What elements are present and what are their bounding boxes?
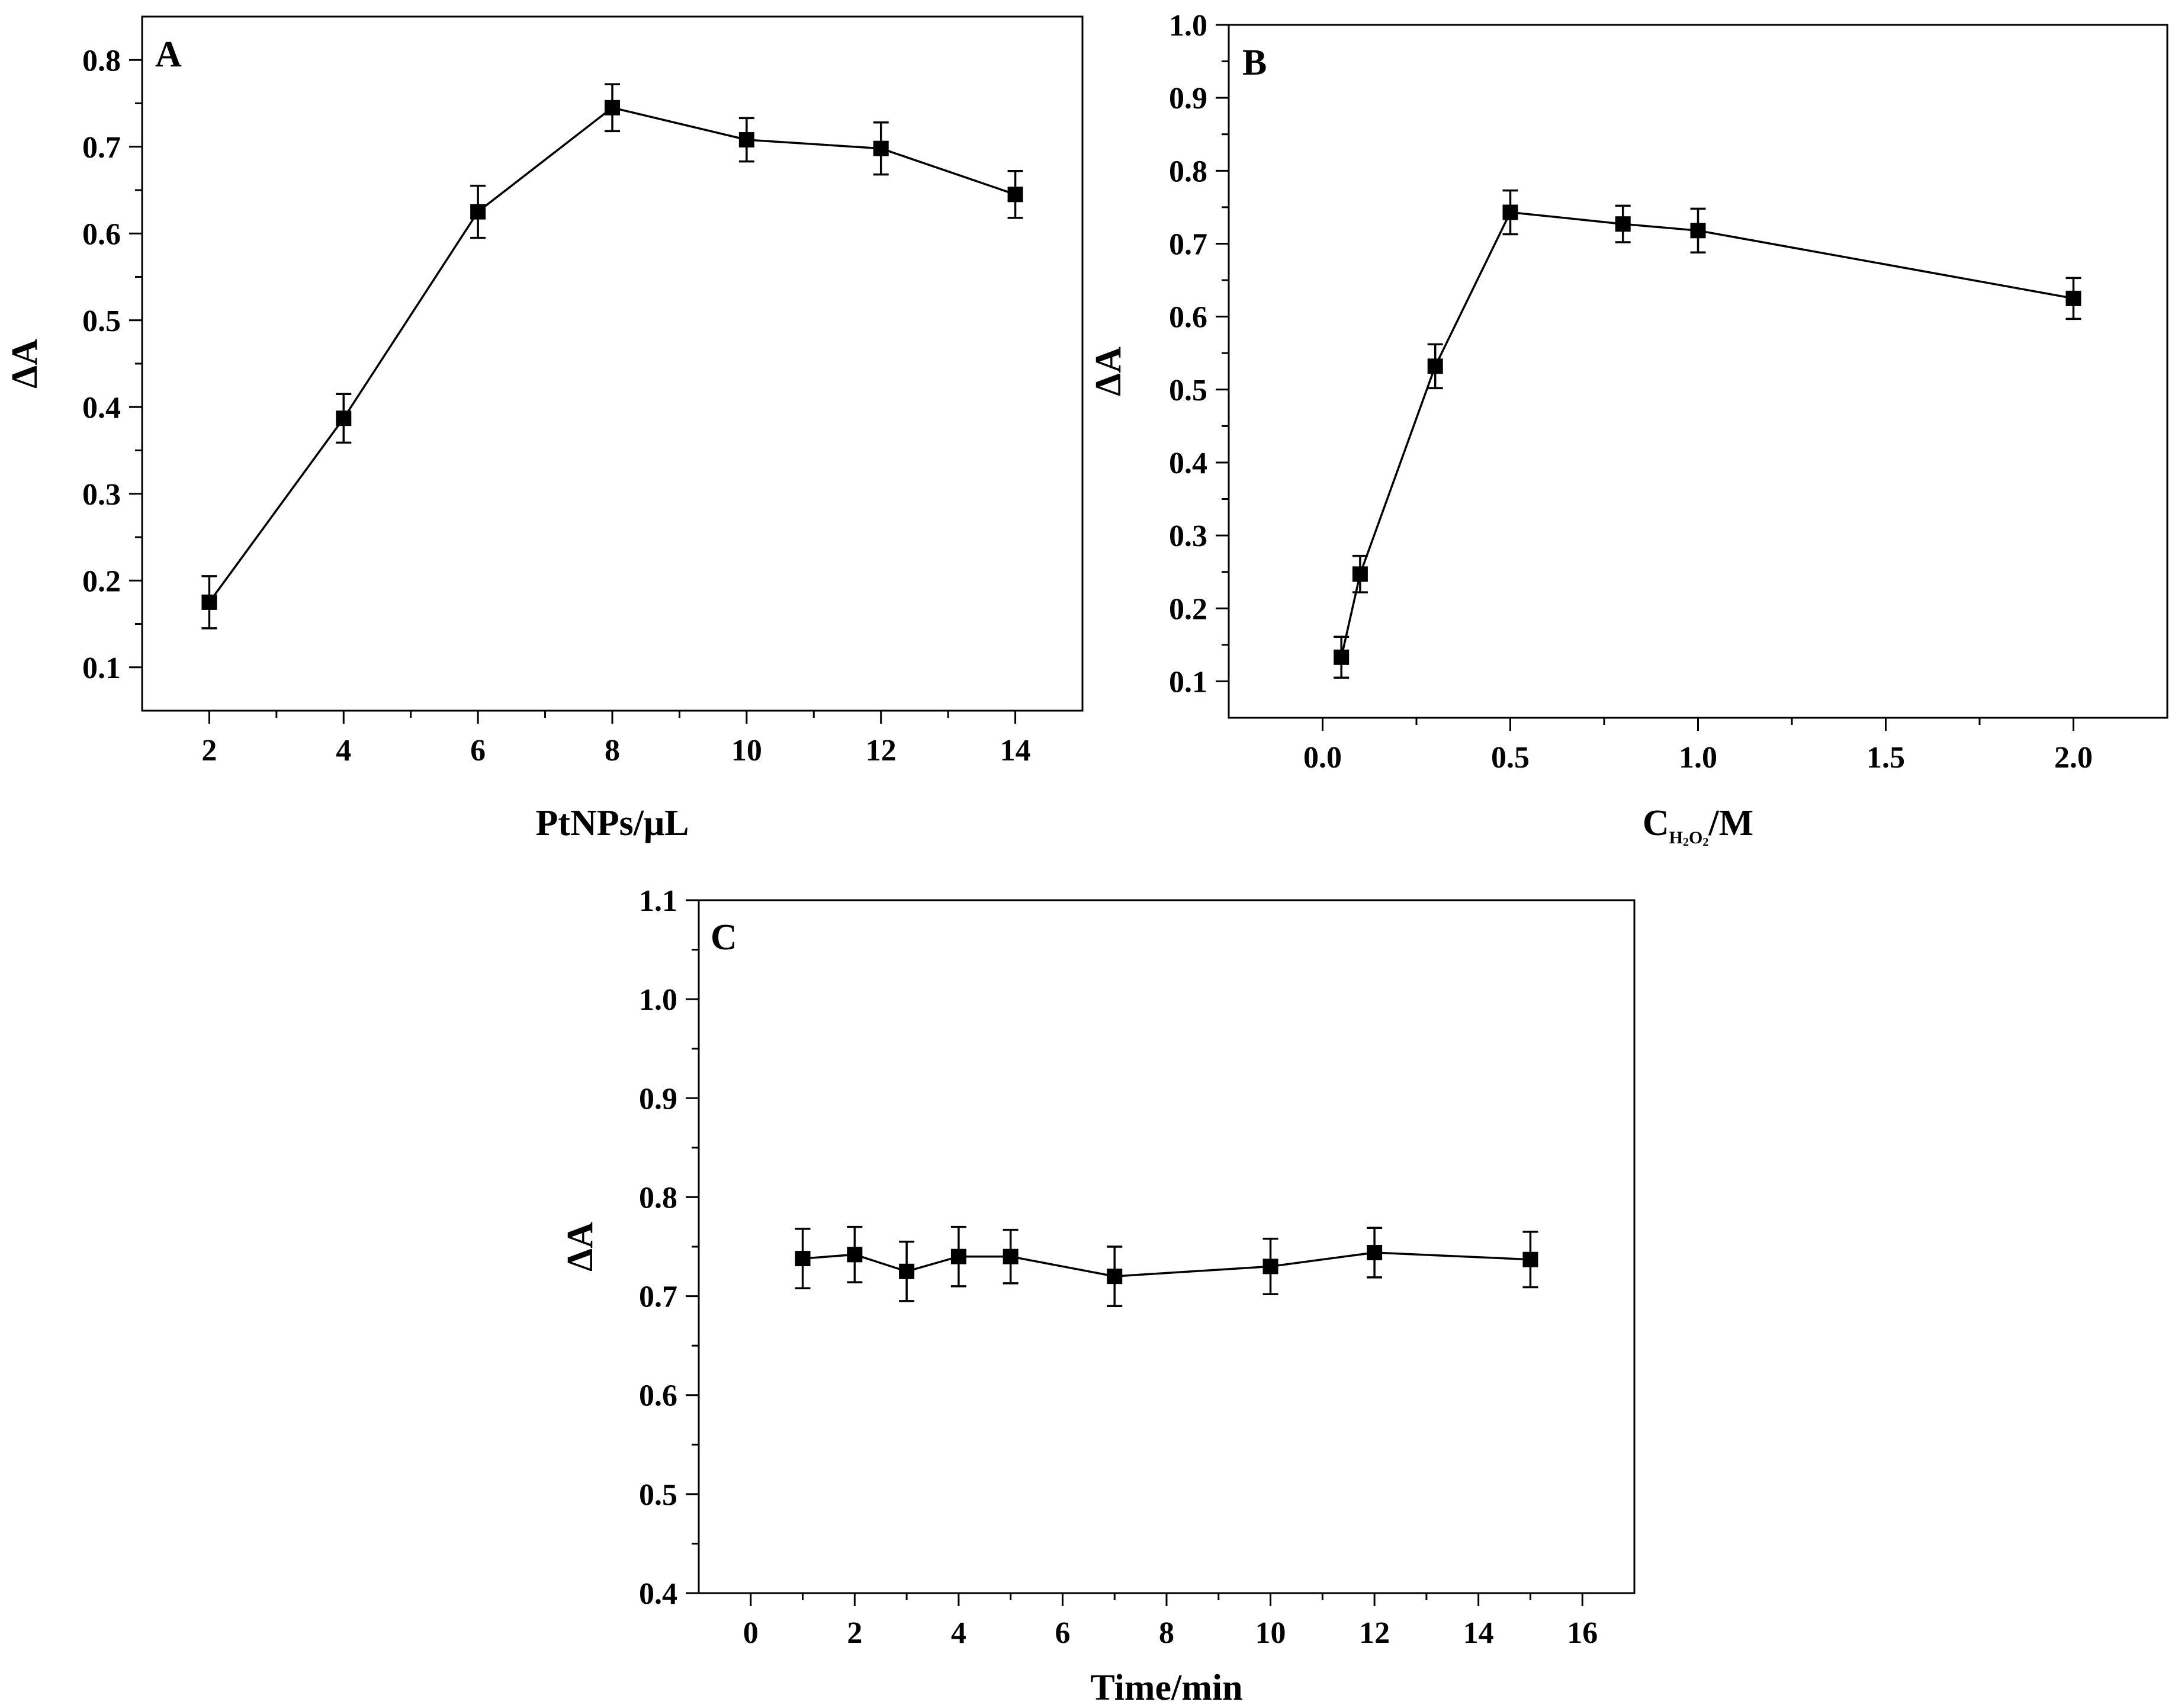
data-point <box>1690 223 1706 239</box>
x-tick-label: 16 <box>1567 1616 1598 1650</box>
plot-frame <box>1228 24 2168 719</box>
y-tick-label: 0.7 <box>1169 227 1207 261</box>
data-point <box>1502 204 1518 220</box>
y-axis-label: ΔA <box>1088 346 1129 396</box>
y-tick-label: 0.6 <box>82 217 121 251</box>
data-point <box>1334 649 1350 665</box>
chart-panel-a: 2 4 6 8 10 12 14 0.1 0.2 0.3 0.4 0.5 0.6 0.7 0.8 A ΔA PtN… <box>5 15 1084 843</box>
data-point <box>795 1251 811 1267</box>
y-tick-label: 0.6 <box>1169 301 1207 335</box>
y-tick-label: 0.2 <box>82 564 121 598</box>
panel-label: C <box>711 917 737 958</box>
x-tick-label: 14 <box>1463 1616 1494 1650</box>
x-tick-label: 12 <box>866 734 897 768</box>
data-point <box>899 1263 915 1279</box>
x-axis-label-part: 2 <box>1702 836 1708 849</box>
y-tick-label: 0.5 <box>639 1478 677 1512</box>
y-tick-label: 0.9 <box>639 1082 677 1116</box>
y-tick-label: 0.8 <box>639 1181 677 1215</box>
panel-label: B <box>1242 43 1267 83</box>
x-tick-label: 6 <box>470 734 486 768</box>
y-tick-label: 0.7 <box>639 1280 677 1314</box>
x-tick-label: 2 <box>201 734 217 768</box>
y-tick-label: 0.7 <box>82 131 121 165</box>
y-tick-label: 0.4 <box>1169 447 1207 480</box>
data-point <box>1003 1248 1019 1264</box>
y-tick-label: 0.2 <box>1169 592 1207 626</box>
data-point <box>1007 187 1023 203</box>
y-tick-label: 0.8 <box>82 44 121 78</box>
x-axis-label-part: 2 <box>1683 836 1689 849</box>
y-tick-label: 0.4 <box>82 391 121 425</box>
x-tick-label: 8 <box>605 734 620 768</box>
x-tick-label: 6 <box>1055 1616 1070 1650</box>
x-tick-label: 14 <box>1000 734 1031 768</box>
x-tick-label: 2 <box>847 1616 862 1650</box>
x-axis-label: Time/min <box>1090 1668 1242 1708</box>
y-tick-label: 0.5 <box>1169 374 1207 407</box>
data-point <box>1615 216 1631 232</box>
y-tick-label: 0.9 <box>1169 82 1207 115</box>
x-tick-label: 0.5 <box>1491 741 1530 775</box>
x-tick-label: 12 <box>1359 1616 1390 1650</box>
plot-frame <box>698 899 1636 1594</box>
data-point <box>1352 566 1368 582</box>
data-point <box>605 99 620 115</box>
data-point <box>1367 1245 1383 1261</box>
y-tick-label: 0.1 <box>82 651 121 685</box>
x-tick-label: 10 <box>1255 1616 1286 1650</box>
x-axis-label-part: H <box>1669 828 1683 847</box>
y-tick-label: 1.1 <box>639 884 677 918</box>
data-point <box>950 1248 966 1264</box>
series-line <box>208 106 1016 603</box>
y-tick-label: 0.8 <box>1169 155 1207 188</box>
x-tick-label: 4 <box>951 1616 966 1650</box>
chart-panel-b: 0.0 0.5 1.0 1.5 2.0 0.1 0.2 0.3 0.4 0.5 0.6 0.7 0.8 0… <box>1088 9 2168 849</box>
x-axis-label: CH2O2/M <box>1643 803 1753 849</box>
x-tick-label: 1.0 <box>1679 741 1717 775</box>
y-axis-label: ΔA <box>5 339 45 389</box>
y-tick-label: 0.5 <box>82 304 121 338</box>
x-axis-label: PtNPs/μL <box>535 803 689 843</box>
y-tick-label: 0.4 <box>639 1577 677 1611</box>
data-point <box>873 140 889 156</box>
x-tick-label: 8 <box>1159 1616 1174 1650</box>
x-tick-label: 4 <box>336 734 351 768</box>
data-point <box>1107 1269 1123 1285</box>
data-point <box>470 204 486 220</box>
y-tick-label: 0.3 <box>82 478 121 512</box>
x-tick-label: 0.0 <box>1303 741 1342 775</box>
series-line <box>1340 211 2074 658</box>
data-point <box>1262 1258 1278 1274</box>
data-point <box>2065 290 2081 306</box>
y-tick-label: 0.6 <box>639 1379 677 1413</box>
x-tick-label: 2.0 <box>2054 741 2093 775</box>
y-tick-label: 1.0 <box>1169 9 1207 43</box>
data-point <box>201 594 217 610</box>
data-point <box>1522 1251 1538 1267</box>
data-point <box>738 132 754 148</box>
y-tick-label: 1.0 <box>639 983 677 1017</box>
x-axis-label-part: C <box>1643 803 1669 843</box>
y-tick-label: 0.3 <box>1169 519 1207 553</box>
data-point <box>1427 358 1443 374</box>
y-axis-label: ΔA <box>560 1222 600 1272</box>
x-tick-label: 10 <box>731 734 762 768</box>
data-point <box>336 410 352 426</box>
x-axis-label-part: O <box>1689 828 1702 847</box>
x-tick-label: 0 <box>743 1616 759 1650</box>
panel-label: A <box>155 34 182 75</box>
x-tick-label: 1.5 <box>1866 741 1905 775</box>
data-point <box>847 1247 863 1263</box>
x-axis-label-part: /M <box>1708 803 1753 843</box>
chart-panel-c: 0 2 4 6 8 10 12 14 16 0.4 0.5 0.6 0.7 0.8 0.9 1.0 1.1 C ΔA… <box>560 884 1636 1708</box>
y-tick-label: 0.1 <box>1169 665 1207 699</box>
